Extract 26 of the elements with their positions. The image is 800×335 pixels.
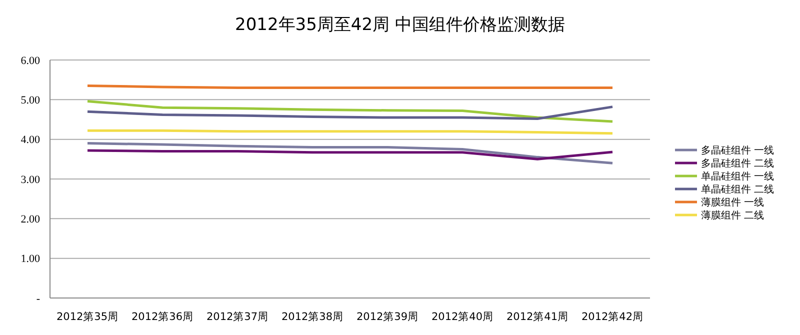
y-tick-label: - <box>36 292 40 305</box>
y-tick-label: 3.00 <box>20 174 40 186</box>
x-tick-label: 2012第39周 <box>356 311 419 323</box>
legend-label: 多晶硅组件 二线 <box>701 158 774 170</box>
x-tick-label: 2012第37周 <box>206 311 269 323</box>
y-tick-label: 6.00 <box>20 54 40 67</box>
line-series <box>86 149 614 160</box>
legend-label: 多晶硅组件 一线 <box>701 144 774 156</box>
legend-label: 单晶硅组件 一线 <box>701 170 774 182</box>
chart-title: 2012年35周至42周 中国组件价格监测数据 <box>235 15 565 35</box>
y-tick-label: 5.00 <box>20 94 40 107</box>
x-tick-label: 2012第35周 <box>56 311 119 323</box>
legend-label: 薄膜组件 一线 <box>701 196 764 208</box>
x-tick-label: 2012第42周 <box>581 311 644 323</box>
x-tick-label: 2012第36周 <box>131 311 194 323</box>
line-series <box>86 106 614 120</box>
x-tick-label: 2012第40周 <box>431 311 494 323</box>
legend-label: 薄膜组件 二线 <box>701 210 764 222</box>
x-tick-label: 2012第41周 <box>506 311 569 323</box>
y-tick-label: 2.00 <box>20 214 40 226</box>
legend-label: 单晶硅组件 二线 <box>701 184 774 196</box>
line-series <box>86 100 614 123</box>
x-tick-label: 2012第38周 <box>281 311 344 323</box>
y-tick-label: 1.00 <box>20 253 40 266</box>
y-tick-label: 4.00 <box>20 134 40 146</box>
line-series <box>86 142 614 164</box>
